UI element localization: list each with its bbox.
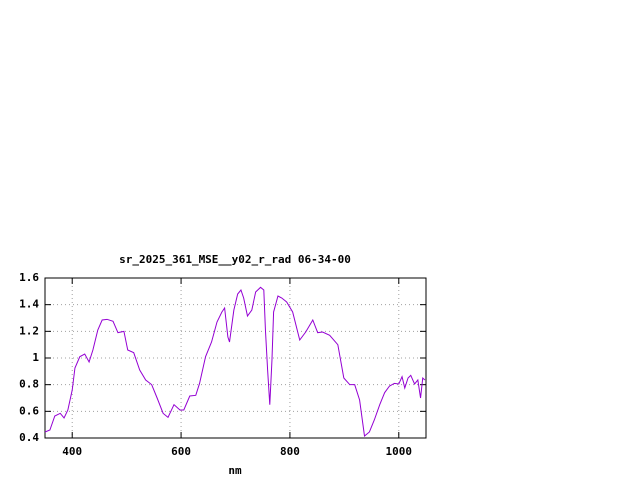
y-tick-label: 0.8: [19, 378, 39, 391]
y-tick-label: 1.6: [19, 271, 39, 284]
y-tick-label: 0.6: [19, 404, 39, 417]
line-series: [44, 286, 426, 437]
plot-frame: [44, 277, 427, 439]
y-tick-label: 1.4: [19, 298, 39, 311]
x-tick-label: 400: [62, 445, 82, 458]
y-tick-label: 1: [32, 351, 39, 364]
x-tick-label: 1000: [386, 445, 413, 458]
y-tick-label: 0.4: [19, 431, 39, 444]
x-axis-label: nm: [228, 464, 242, 477]
x-tick-label: 600: [171, 445, 191, 458]
y-tick-label: 1.2: [19, 324, 39, 337]
chart-title: sr_2025_361_MSE__y02_r_rad 06-34-00: [119, 253, 351, 266]
x-tick-label: 800: [280, 445, 300, 458]
